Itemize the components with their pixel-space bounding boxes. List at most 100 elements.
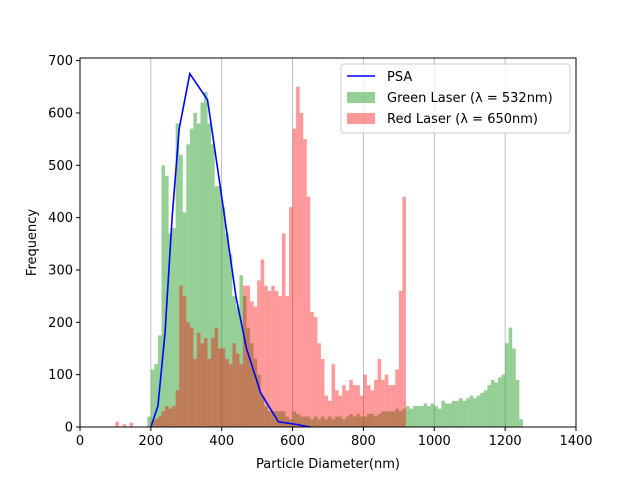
y-axis-label: Frequency bbox=[25, 209, 40, 276]
red-bar-440 bbox=[235, 353, 240, 427]
green-bar-1010 bbox=[437, 408, 442, 427]
red-bar-750 bbox=[345, 390, 350, 427]
red-bar-330 bbox=[196, 332, 201, 427]
green-bar-1130 bbox=[480, 392, 484, 427]
green-bar-300 bbox=[186, 144, 190, 428]
green-bar-320 bbox=[193, 112, 197, 427]
green-bar-470 bbox=[246, 327, 251, 427]
red-bar-710 bbox=[331, 364, 336, 427]
x-axis-label: Particle Diameter(nm) bbox=[256, 457, 400, 472]
green-bar-1090 bbox=[466, 398, 470, 427]
red-bar-620 bbox=[299, 112, 304, 427]
green-bar-710 bbox=[331, 419, 336, 427]
red-bar-460 bbox=[242, 285, 247, 427]
green-bar-790 bbox=[359, 416, 364, 427]
green-bar-330 bbox=[196, 123, 201, 427]
green-bar-920 bbox=[405, 406, 410, 427]
legend-green-swatch bbox=[347, 92, 375, 103]
red-bar-200 bbox=[150, 421, 155, 427]
green-bar-1100 bbox=[469, 395, 474, 427]
red-bar-900 bbox=[398, 290, 403, 427]
green-bar-420 bbox=[228, 254, 233, 427]
green-bar-1020 bbox=[441, 400, 445, 427]
green-bar-290 bbox=[182, 212, 187, 427]
red-bar-740 bbox=[342, 385, 346, 427]
green-bar-940 bbox=[413, 406, 417, 427]
red-bar-820 bbox=[370, 390, 375, 427]
green-bar-930 bbox=[409, 408, 414, 427]
red-bar-310 bbox=[189, 327, 194, 427]
green-bar-1240 bbox=[519, 419, 523, 427]
red-bar-530 bbox=[267, 290, 272, 427]
green-bar-800 bbox=[363, 416, 367, 427]
green-bar-1140 bbox=[483, 390, 488, 427]
green-bar-990 bbox=[430, 403, 435, 427]
green-bar-610 bbox=[296, 413, 300, 427]
green-bar-950 bbox=[416, 406, 421, 427]
green-bar-1210 bbox=[508, 327, 513, 427]
red-bar-560 bbox=[278, 296, 282, 427]
red-bar-880 bbox=[391, 385, 396, 427]
red-bar-770 bbox=[352, 385, 357, 427]
red-bar-610 bbox=[296, 86, 300, 427]
green-bar-850 bbox=[381, 411, 385, 427]
green-bar-1200 bbox=[505, 343, 509, 427]
red-bar-220 bbox=[157, 416, 162, 427]
green-bar-690 bbox=[324, 419, 328, 427]
red-bar-680 bbox=[320, 358, 325, 427]
red-bar-270 bbox=[175, 390, 180, 427]
legend: PSA Green Laser (λ = 532nm) Red Laser (λ… bbox=[340, 63, 571, 134]
x-tick-label-1200: 1200 bbox=[489, 434, 522, 449]
y-tick-label-600: 600 bbox=[48, 106, 73, 121]
red-bar-380 bbox=[214, 327, 219, 427]
red-bar-490 bbox=[253, 306, 258, 427]
green-bar-1220 bbox=[512, 348, 516, 427]
green-bar-570 bbox=[281, 411, 286, 427]
green-bar-900 bbox=[398, 411, 403, 427]
red-bar-590 bbox=[289, 207, 293, 427]
red-bar-410 bbox=[225, 358, 229, 427]
red-bar-210 bbox=[154, 419, 158, 427]
x-tick-label-1400: 1400 bbox=[559, 434, 592, 449]
red-bar-240 bbox=[165, 406, 169, 427]
red-bar-260 bbox=[172, 406, 176, 427]
green-bar-890 bbox=[395, 408, 399, 427]
green-bar-1070 bbox=[459, 398, 463, 427]
red-bar-850 bbox=[381, 379, 385, 427]
green-bar-1000 bbox=[434, 406, 438, 427]
green-bar-1180 bbox=[498, 377, 502, 427]
legend-frame bbox=[340, 63, 571, 134]
green-bar-410 bbox=[225, 233, 229, 427]
y-tick-label-200: 200 bbox=[48, 316, 73, 331]
histogram-bars bbox=[115, 86, 523, 428]
x-tick-label-600: 600 bbox=[280, 434, 305, 449]
green-bar-660 bbox=[313, 416, 318, 427]
x-tick-label-800: 800 bbox=[351, 434, 376, 449]
red-bar-520 bbox=[264, 285, 268, 427]
green-bar-1160 bbox=[490, 379, 495, 427]
red-bar-430 bbox=[232, 343, 236, 427]
red-bar-230 bbox=[161, 411, 166, 427]
red-bar-630 bbox=[303, 139, 307, 427]
green-bar-700 bbox=[328, 416, 332, 427]
green-bar-400 bbox=[221, 207, 226, 427]
red-bar-580 bbox=[285, 296, 290, 427]
green-bar-970 bbox=[423, 403, 428, 427]
green-bar-350 bbox=[204, 92, 208, 428]
red-bar-360 bbox=[207, 358, 212, 427]
axis-ticks: 0 200 400 600 800 1000 1200 1400 0 100 200 300 400 50… bbox=[48, 54, 592, 449]
green-bar-1110 bbox=[473, 398, 477, 427]
green-bar-830 bbox=[374, 416, 378, 427]
x-tick-label-400: 400 bbox=[209, 434, 234, 449]
green-bar-520 bbox=[264, 406, 268, 427]
green-bar-370 bbox=[211, 144, 215, 428]
red-bar-760 bbox=[349, 379, 353, 427]
y-tick-label-400: 400 bbox=[48, 211, 73, 226]
green-bar-430 bbox=[232, 296, 236, 427]
green-bar-1050 bbox=[452, 400, 456, 427]
red-bar-120 bbox=[122, 424, 127, 427]
green-bar-530 bbox=[267, 411, 272, 427]
red-bar-290 bbox=[182, 296, 187, 427]
red-bar-790 bbox=[359, 395, 364, 427]
green-bar-980 bbox=[427, 406, 431, 427]
